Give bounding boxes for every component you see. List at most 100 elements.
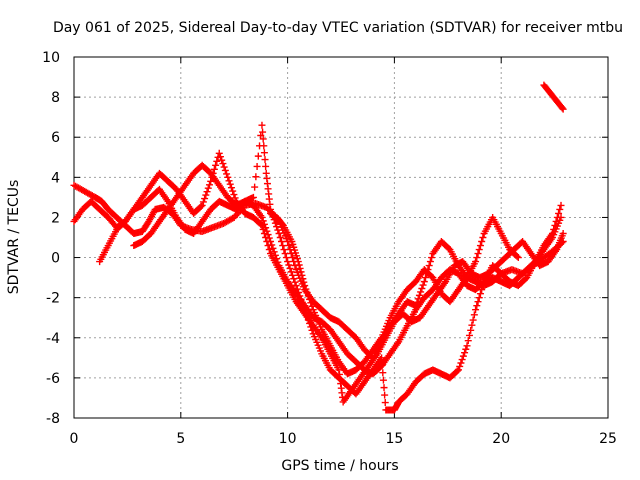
data-point (378, 361, 386, 369)
data-point (264, 242, 272, 250)
data-point (418, 284, 426, 292)
data-point (422, 274, 430, 282)
data-point (414, 295, 422, 303)
data-point (231, 194, 239, 202)
data-point (473, 302, 481, 310)
data-point (205, 181, 213, 189)
data-point (428, 254, 436, 262)
data-point (426, 258, 434, 266)
data-point (286, 264, 294, 272)
data-point (476, 290, 484, 298)
data-point (284, 238, 292, 246)
data-point (263, 238, 271, 246)
data-point (277, 238, 285, 246)
data-point (454, 366, 462, 374)
data-point (259, 225, 267, 233)
data-point (464, 337, 472, 345)
data-series-6 (540, 81, 567, 113)
x-tick-label: 15 (385, 431, 403, 447)
x-tick-label: 0 (70, 431, 79, 447)
data-point (412, 302, 420, 310)
data-point (254, 152, 262, 160)
data-point (290, 275, 298, 283)
y-tick-label: 2 (51, 210, 60, 226)
x-tick-label: 10 (279, 431, 297, 447)
data-point (290, 258, 298, 266)
data-point (219, 160, 227, 168)
data-point (468, 321, 476, 329)
data-point (559, 105, 567, 113)
data-point (282, 254, 290, 262)
axis-ticks: 0 5 10 15 20 25 -8 -6 -4 -2 0 2 4 6 8 10 (42, 50, 617, 447)
data-point (260, 142, 268, 150)
data-point (478, 286, 486, 294)
data-point (252, 173, 260, 181)
data-point (270, 248, 278, 256)
data-point (281, 250, 289, 258)
data-point (262, 162, 270, 170)
x-tick-label: 5 (176, 431, 185, 447)
data-point (261, 156, 269, 164)
data-point (557, 201, 565, 209)
data-point (413, 298, 421, 306)
data-point (472, 306, 480, 314)
data-point (514, 254, 522, 262)
x-tick-label: 25 (599, 431, 617, 447)
data-point (474, 298, 482, 306)
data-point (308, 326, 316, 334)
data-point (226, 180, 234, 188)
data-point (298, 299, 306, 307)
data-point (286, 246, 294, 254)
data-point (201, 195, 209, 203)
data-point (285, 242, 293, 250)
data-point (479, 234, 487, 241)
data-point (274, 216, 282, 224)
data-point (287, 250, 295, 258)
data-series-4 (130, 121, 565, 414)
data-point (513, 252, 521, 260)
data-point (227, 184, 235, 192)
y-tick-label: -8 (46, 411, 60, 427)
y-tick-label: -6 (46, 371, 60, 387)
data-point (262, 234, 270, 241)
data-point (461, 349, 469, 357)
data-point (199, 198, 207, 206)
data-point (295, 289, 303, 297)
y-tick-label: 6 (51, 130, 60, 146)
data-point (555, 209, 563, 217)
data-point (297, 295, 305, 303)
data-point (207, 177, 215, 185)
data-point (425, 262, 433, 270)
data-point (212, 161, 220, 169)
y-tick-label: -2 (46, 291, 60, 307)
data-point (202, 191, 210, 199)
data-point (465, 331, 473, 339)
data-point (220, 163, 228, 171)
y-tick-label: 0 (51, 251, 60, 267)
data-point (303, 313, 311, 321)
data-series-5 (267, 209, 522, 362)
data-points (70, 81, 567, 414)
data-point (223, 170, 231, 178)
data-point (459, 352, 467, 360)
data-point (197, 203, 205, 211)
data-point (284, 258, 292, 266)
data-point (280, 246, 288, 254)
data-point (551, 221, 559, 229)
data-point (285, 261, 293, 269)
data-point (478, 238, 486, 246)
data-point (381, 391, 389, 399)
data-point (379, 369, 387, 377)
y-tick-label: -4 (46, 331, 60, 347)
data-point (304, 316, 312, 324)
data-point (423, 270, 431, 278)
data-point (213, 157, 221, 165)
data-point (457, 359, 465, 367)
data-point (475, 246, 483, 254)
data-point (424, 266, 432, 274)
chart-title: Day 061 of 2025, Sidereal Day-to-day VTE… (53, 20, 623, 36)
data-point (292, 282, 300, 290)
data-point (470, 311, 478, 319)
data-point (216, 153, 224, 161)
data-point (276, 234, 284, 241)
